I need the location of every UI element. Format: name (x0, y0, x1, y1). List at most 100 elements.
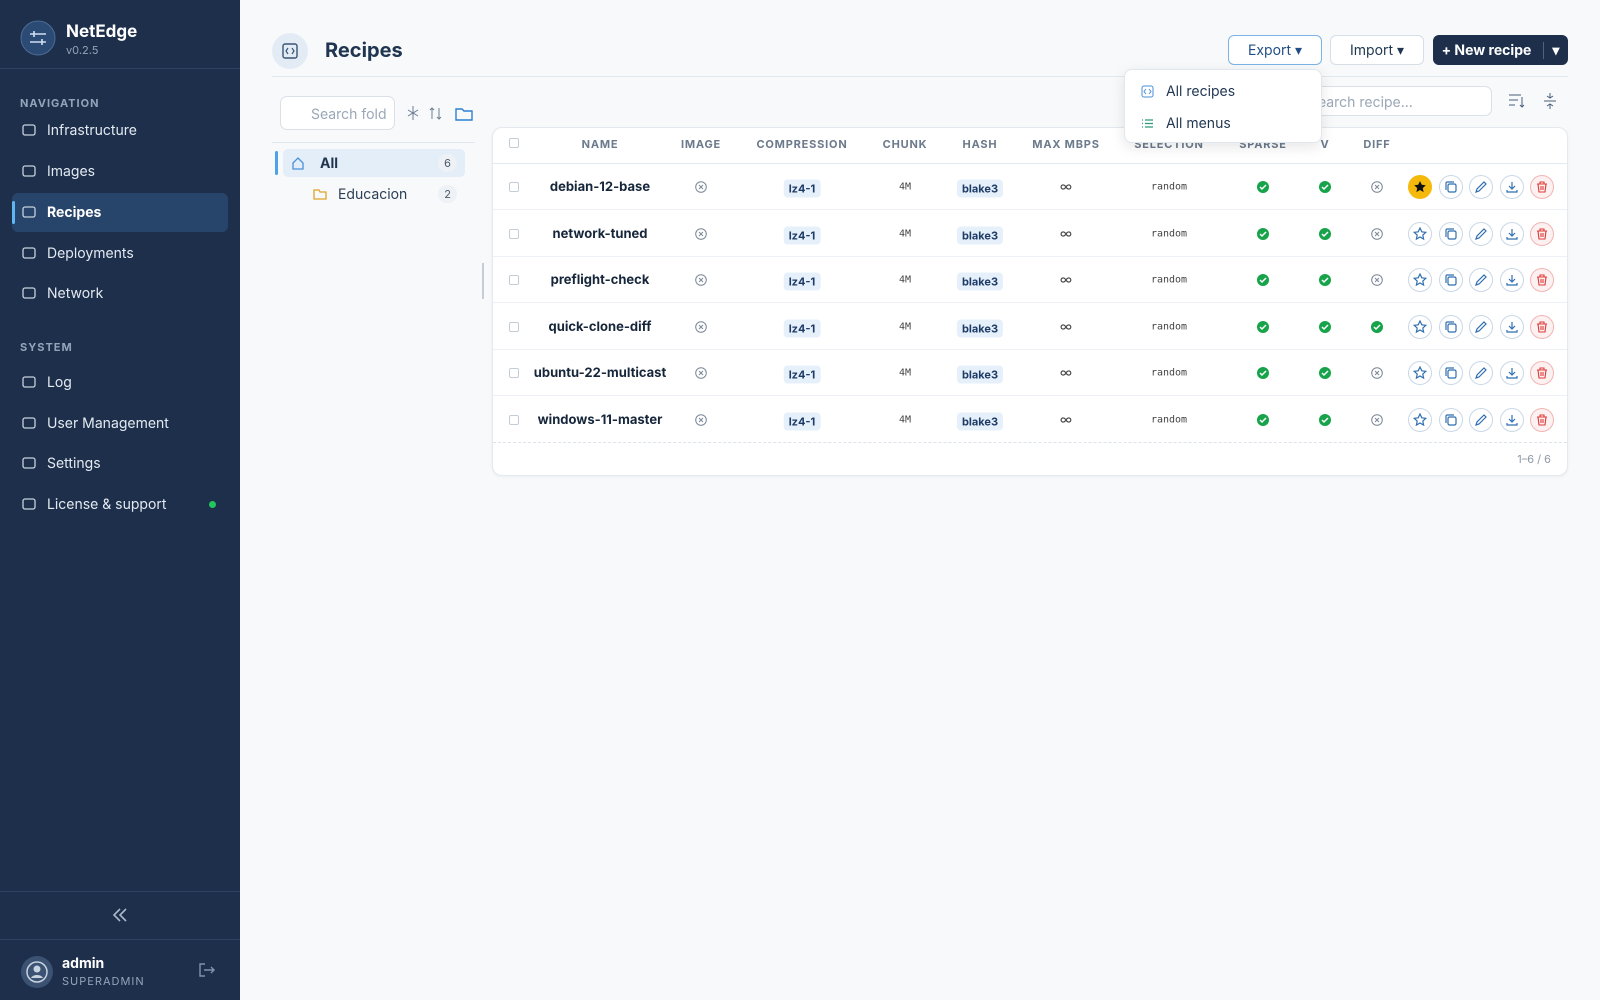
duplicate-button[interactable] (1438, 175, 1463, 199)
row-checkbox[interactable] (509, 182, 519, 192)
nav-item[interactable]: License & support (12, 485, 228, 524)
favorite-button[interactable] (1408, 361, 1432, 385)
column-header[interactable]: CHUNK (882, 137, 928, 151)
folder-item[interactable]: Educacion 2 (283, 180, 465, 208)
nav-icon (22, 287, 36, 299)
favorite-button[interactable] (1408, 407, 1432, 432)
import-button[interactable]: Import ▾ (1330, 35, 1424, 65)
sparse-flag (1257, 320, 1269, 333)
duplicate-button[interactable] (1438, 407, 1463, 432)
menu-item[interactable]: All menus (1141, 112, 1231, 134)
divider (493, 163, 1567, 164)
row-checkbox[interactable] (509, 368, 519, 378)
divider (0, 939, 240, 940)
favorite-button[interactable] (1408, 221, 1432, 246)
duplicate-button-icon-part (1446, 229, 1457, 240)
column-header[interactable]: HASH (962, 137, 998, 151)
recipe-search[interactable]: Search recipe... (1290, 86, 1492, 116)
duplicate-button[interactable] (1438, 268, 1463, 292)
download-button[interactable] (1499, 268, 1524, 292)
row-checkbox[interactable] (509, 228, 519, 239)
diff-flag-icon-part (1374, 184, 1380, 190)
header-checkbox[interactable] (509, 138, 519, 148)
favorite-button[interactable] (1408, 268, 1432, 292)
diff-flag (1371, 181, 1383, 193)
menu-icon-part (1143, 88, 1152, 94)
nav-item[interactable]: Infrastructure (12, 111, 228, 150)
favorite-button-icon (1413, 366, 1427, 380)
edit-button-icon-part (1475, 274, 1487, 286)
v-flag-icon (1319, 181, 1331, 193)
download-button[interactable] (1499, 407, 1524, 432)
folder-tools (407, 106, 473, 121)
download-button-icon (1505, 182, 1518, 193)
hash: blake3 (956, 363, 1004, 384)
download-button[interactable] (1499, 361, 1524, 385)
folder-count: 6 (438, 154, 457, 172)
column-header[interactable]: IMAGE (680, 137, 722, 151)
diff-flag (1371, 413, 1383, 426)
nav-item[interactable]: Log (12, 363, 228, 402)
edit-button[interactable] (1469, 175, 1493, 199)
v-flag-icon-part (1321, 370, 1329, 377)
folder-item[interactable]: All 6 (275, 149, 465, 177)
image-flag-icon (695, 274, 707, 286)
logout-button[interactable] (198, 962, 216, 978)
v-flag-icon-part (1321, 184, 1329, 191)
menu-item[interactable]: All recipes (1141, 80, 1235, 102)
column-header[interactable]: MAX MBPS (1032, 137, 1100, 151)
collapse-button[interactable] (110, 907, 130, 923)
favorite-button[interactable] (1408, 314, 1432, 339)
favorite-button[interactable] (1408, 175, 1432, 199)
download-button-icon (1505, 368, 1518, 379)
duplicate-button[interactable] (1438, 221, 1463, 246)
nav-item[interactable]: Deployments (12, 234, 228, 273)
export-button[interactable]: Export ▾ (1228, 35, 1322, 65)
delete-button[interactable] (1530, 221, 1554, 246)
column-header[interactable]: V (1320, 137, 1330, 151)
delete-button[interactable] (1530, 407, 1554, 432)
edit-button[interactable] (1469, 221, 1493, 246)
edit-button[interactable] (1469, 361, 1493, 385)
column-header[interactable]: DIFF (1363, 137, 1391, 151)
image-flag (695, 413, 707, 426)
delete-button-icon-part (1537, 320, 1547, 333)
new-recipe-button[interactable]: + New recipe ▾ (1433, 35, 1568, 65)
delete-button[interactable] (1530, 314, 1554, 339)
edit-button[interactable] (1469, 314, 1493, 339)
resizer[interactable] (482, 263, 484, 299)
delete-button[interactable] (1530, 361, 1554, 385)
sparse-flag (1257, 274, 1269, 286)
sparse-flag-icon-part (1259, 184, 1267, 191)
nav-label: Settings (47, 455, 101, 472)
nav-item[interactable]: User Management (12, 404, 228, 443)
delete-button[interactable] (1530, 268, 1554, 292)
nav-item[interactable]: Recipes (12, 193, 228, 232)
edit-button[interactable] (1469, 268, 1493, 292)
download-button[interactable] (1499, 221, 1524, 246)
column-header[interactable]: COMPRESSION (756, 137, 848, 151)
nav-item[interactable]: Images (12, 152, 228, 191)
duplicate-button[interactable] (1438, 361, 1463, 385)
delete-button[interactable] (1530, 175, 1554, 199)
download-button[interactable] (1499, 175, 1524, 199)
folder-search[interactable]: Search fold (280, 96, 395, 130)
edit-button-icon (1475, 413, 1487, 426)
v-flag-icon-part (1321, 416, 1329, 423)
favorite-button-icon-part (1413, 273, 1427, 287)
row-checkbox[interactable] (509, 321, 519, 332)
row-checkbox[interactable] (509, 414, 519, 425)
column-header[interactable]: NAME (581, 137, 619, 151)
download-button[interactable] (1499, 314, 1524, 339)
nav-item[interactable]: Settings (12, 444, 228, 483)
delete-button-icon (1537, 367, 1547, 379)
avatar (21, 956, 53, 988)
diff-flag-icon (1371, 367, 1383, 379)
edit-button[interactable] (1469, 407, 1493, 432)
row-checkbox[interactable] (509, 275, 519, 285)
nav-item[interactable]: Network (12, 274, 228, 313)
nav-icon (22, 124, 36, 136)
duplicate-button[interactable] (1438, 314, 1463, 339)
image-flag-icon (695, 367, 707, 379)
placeholder: Search recipe... (1309, 94, 1413, 111)
